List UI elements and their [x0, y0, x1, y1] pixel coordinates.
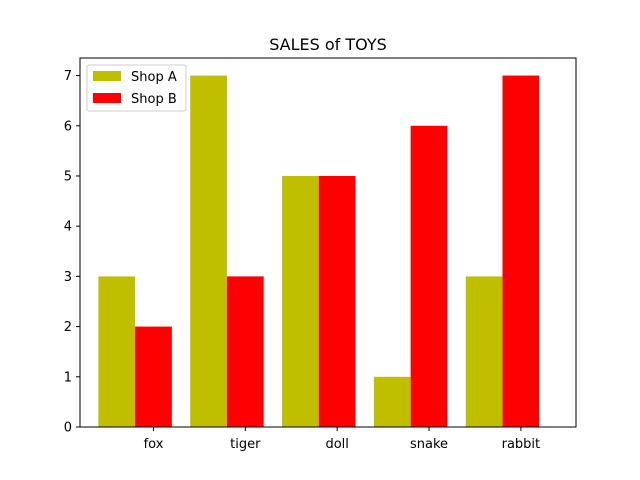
bar-shop-b-fox — [135, 326, 172, 427]
y-tick-label-7: 7 — [64, 69, 72, 84]
bar-shop-a-fox — [98, 276, 136, 427]
legend-label-shop-b: Shop B — [131, 92, 177, 107]
x-tick-label-fox: fox — [144, 437, 164, 452]
bars-group — [98, 75, 540, 427]
y-tick-label-5: 5 — [64, 169, 72, 184]
x-tick-label-tiger: tiger — [230, 437, 261, 452]
legend-label-shop-a: Shop A — [131, 70, 177, 85]
bar-shop-b-tiger — [226, 276, 264, 427]
bar-shop-a-tiger — [190, 75, 227, 427]
x-tick-label-rabbit: rabbit — [502, 437, 541, 452]
bar-shop-b-rabbit — [502, 75, 540, 427]
y-axis: 0 1 2 3 4 5 6 7 — [64, 69, 80, 436]
plot-frame — [79, 57, 577, 428]
bar-shop-b-doll — [318, 175, 356, 427]
bar-shop-a-doll — [282, 175, 319, 427]
y-tick-label-0: 0 — [64, 421, 72, 436]
chart-title: SALES of TOYS — [269, 35, 387, 54]
x-tick-label-snake: snake — [410, 437, 448, 452]
legend-swatch-shop-b — [93, 93, 121, 103]
bar-shop-a-snake — [373, 376, 411, 427]
y-tick-label-1: 1 — [64, 370, 72, 385]
y-tick-label-4: 4 — [64, 220, 72, 235]
legend: Shop A Shop B — [86, 64, 187, 112]
bar-shop-b-snake — [410, 125, 448, 427]
x-axis: fox tiger doll snake rabbit — [144, 427, 541, 452]
y-tick-label-2: 2 — [64, 320, 72, 335]
y-tick-label-6: 6 — [64, 119, 72, 134]
bar-shop-a-rabbit — [465, 276, 503, 427]
y-tick-label-3: 3 — [64, 270, 72, 285]
x-tick-label-doll: doll — [325, 437, 348, 452]
legend-swatch-shop-a — [93, 71, 121, 81]
